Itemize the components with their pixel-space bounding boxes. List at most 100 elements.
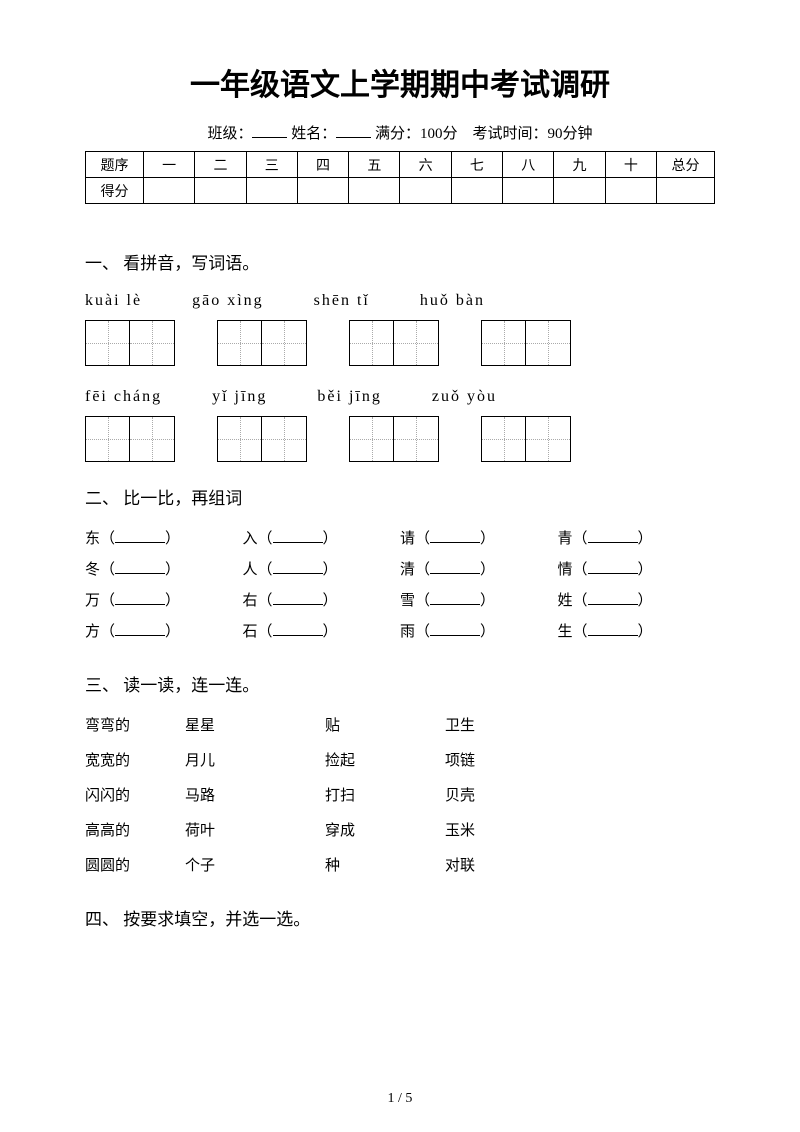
match-grid: 弯弯的 星星 贴 卫生 宽宽的 月儿 捡起 项链 闪闪的 马路 打扫 贝壳 高高… xyxy=(85,714,715,875)
col-cell: 一 xyxy=(144,152,195,178)
col-cell: 八 xyxy=(503,152,554,178)
exam-time: 考试时间：90分钟 xyxy=(473,126,593,142)
char-box[interactable] xyxy=(481,320,571,366)
col-cell: 十 xyxy=(605,152,656,178)
col-cell: 六 xyxy=(400,152,451,178)
col-cell: 九 xyxy=(554,152,605,178)
compare-item: 雨（） xyxy=(400,620,558,641)
page-title: 一年级语文上学期期中考试调研 xyxy=(85,60,715,104)
score-cell[interactable] xyxy=(657,178,715,204)
class-label: 班级： xyxy=(207,126,252,142)
table-row: 得分 xyxy=(86,178,715,204)
pinyin-label: yǐ jīng xyxy=(212,388,267,406)
answer-blank[interactable] xyxy=(588,624,638,636)
score-cell[interactable] xyxy=(195,178,246,204)
match-item: 圆圆的 xyxy=(85,854,185,875)
score-cell[interactable] xyxy=(503,178,554,204)
col-cell: 四 xyxy=(297,152,348,178)
compare-item: 东（） xyxy=(85,527,243,548)
score-cell[interactable] xyxy=(605,178,656,204)
match-item: 马路 xyxy=(185,784,325,805)
compare-item: 人（） xyxy=(243,558,401,579)
score-table: 题序 一 二 三 四 五 六 七 八 九 十 总分 得分 xyxy=(85,151,715,204)
match-item: 贴 xyxy=(325,714,445,735)
char-box[interactable] xyxy=(85,416,175,462)
pinyin-label: kuài lè xyxy=(85,292,142,310)
match-item: 弯弯的 xyxy=(85,714,185,735)
score-cell[interactable] xyxy=(554,178,605,204)
compare-item: 姓（） xyxy=(558,589,716,610)
compare-item: 冬（） xyxy=(85,558,243,579)
answer-blank[interactable] xyxy=(115,593,165,605)
pinyin-label: shēn tǐ xyxy=(314,292,370,310)
match-item: 高高的 xyxy=(85,819,185,840)
char-box[interactable] xyxy=(85,320,175,366)
score-cell[interactable] xyxy=(400,178,451,204)
compare-item: 清（） xyxy=(400,558,558,579)
char-box[interactable] xyxy=(217,416,307,462)
compare-item: 石（） xyxy=(243,620,401,641)
answer-blank[interactable] xyxy=(115,624,165,636)
compare-item: 生（） xyxy=(558,620,716,641)
name-blank[interactable] xyxy=(336,124,371,138)
pinyin-label: huǒ bàn xyxy=(420,292,485,310)
answer-blank[interactable] xyxy=(430,562,480,574)
score-cell[interactable] xyxy=(144,178,195,204)
compare-grid: 东（） 入（） 请（） 青（） 冬（） 人（） 清（） 情（） 万（） 右（） … xyxy=(85,527,715,641)
col-cell: 七 xyxy=(451,152,502,178)
match-item: 贝壳 xyxy=(445,784,545,805)
pinyin-row-2: fēi cháng yǐ jīng běi jīng zuǒ yòu xyxy=(85,388,715,406)
match-item: 闪闪的 xyxy=(85,784,185,805)
score-cell[interactable] xyxy=(349,178,400,204)
char-boxes-row-1 xyxy=(85,320,715,366)
answer-blank[interactable] xyxy=(115,562,165,574)
compare-item: 万（） xyxy=(85,589,243,610)
answer-blank[interactable] xyxy=(273,562,323,574)
pinyin-label: fēi cháng xyxy=(85,388,162,406)
header-cell: 题序 xyxy=(86,152,144,178)
match-item: 打扫 xyxy=(325,784,445,805)
answer-blank[interactable] xyxy=(588,562,638,574)
score-label-cell: 得分 xyxy=(86,178,144,204)
answer-blank[interactable] xyxy=(588,531,638,543)
pinyin-row-1: kuài lè gāo xìng shēn tǐ huǒ bàn xyxy=(85,292,715,310)
page-number: 1 / 5 xyxy=(0,1091,800,1107)
answer-blank[interactable] xyxy=(115,531,165,543)
col-cell: 五 xyxy=(349,152,400,178)
match-item: 宽宽的 xyxy=(85,749,185,770)
compare-item: 方（） xyxy=(85,620,243,641)
answer-blank[interactable] xyxy=(430,593,480,605)
char-box[interactable] xyxy=(217,320,307,366)
answer-blank[interactable] xyxy=(430,531,480,543)
answer-blank[interactable] xyxy=(273,531,323,543)
match-item: 月儿 xyxy=(185,749,325,770)
char-box[interactable] xyxy=(349,416,439,462)
answer-blank[interactable] xyxy=(588,593,638,605)
col-cell: 三 xyxy=(246,152,297,178)
match-item: 卫生 xyxy=(445,714,545,735)
match-item: 穿成 xyxy=(325,819,445,840)
pinyin-label: gāo xìng xyxy=(192,292,264,310)
compare-item: 情（） xyxy=(558,558,716,579)
compare-item: 右（） xyxy=(243,589,401,610)
char-box[interactable] xyxy=(349,320,439,366)
match-item: 捡起 xyxy=(325,749,445,770)
match-item: 荷叶 xyxy=(185,819,325,840)
section1-heading: 一、 看拼音，写词语。 xyxy=(85,249,715,274)
score-cell[interactable] xyxy=(297,178,348,204)
compare-item: 入（） xyxy=(243,527,401,548)
answer-blank[interactable] xyxy=(430,624,480,636)
full-score: 满分：100分 xyxy=(375,126,458,142)
compare-item: 青（） xyxy=(558,527,716,548)
score-cell[interactable] xyxy=(246,178,297,204)
match-item: 项链 xyxy=(445,749,545,770)
answer-blank[interactable] xyxy=(273,624,323,636)
answer-blank[interactable] xyxy=(273,593,323,605)
score-cell[interactable] xyxy=(451,178,502,204)
char-box[interactable] xyxy=(481,416,571,462)
char-boxes-row-2 xyxy=(85,416,715,462)
match-item: 玉米 xyxy=(445,819,545,840)
total-cell: 总分 xyxy=(657,152,715,178)
compare-item: 请（） xyxy=(400,527,558,548)
class-blank[interactable] xyxy=(252,124,287,138)
